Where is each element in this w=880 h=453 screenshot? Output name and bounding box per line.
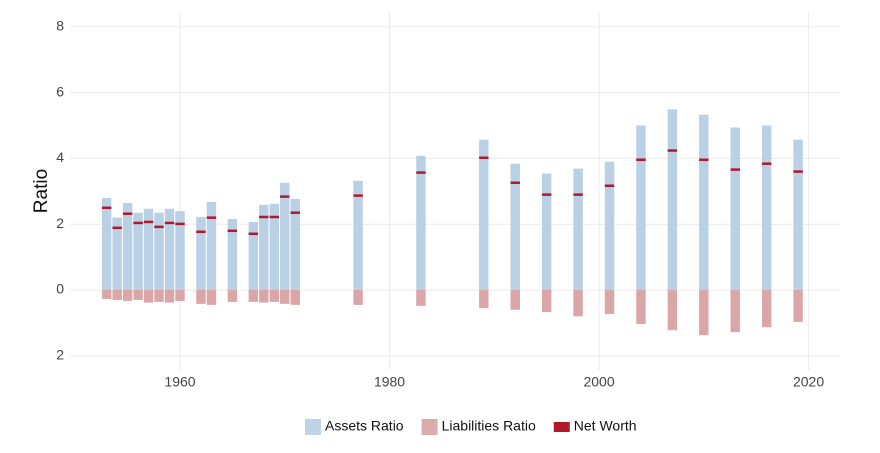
- x-tick-label: 2000: [583, 374, 614, 390]
- legend-label: Net Worth: [574, 418, 637, 434]
- bar: [196, 290, 206, 304]
- bar: [112, 290, 122, 300]
- y-tick-label: 6: [56, 83, 64, 99]
- bar: [248, 221, 259, 291]
- bar: [227, 290, 238, 302]
- bar: [353, 180, 363, 291]
- bar: [290, 290, 300, 305]
- bar: [143, 290, 154, 303]
- bar: [280, 290, 290, 304]
- bar: [699, 114, 709, 291]
- bar: [259, 204, 269, 291]
- bar: [133, 290, 143, 300]
- bar: [667, 290, 678, 331]
- bar: [122, 290, 133, 301]
- bar: [636, 125, 646, 291]
- y-tick-label: 8: [56, 18, 64, 34]
- bar: [280, 182, 290, 291]
- bar: [416, 155, 426, 291]
- bar: [699, 290, 709, 336]
- y-tick-label: 4: [56, 149, 64, 165]
- bar: [793, 139, 803, 291]
- bar: [604, 290, 615, 315]
- bar: [164, 208, 175, 291]
- bar: [510, 290, 520, 310]
- legend-key: [421, 419, 438, 435]
- x-tick-label: 1960: [164, 374, 195, 390]
- bar: [353, 290, 363, 305]
- bar: [416, 290, 426, 306]
- bar: [259, 290, 269, 303]
- bar: [154, 212, 164, 291]
- bar: [101, 290, 112, 299]
- y-axis-title: Ratio: [31, 169, 52, 213]
- bar: [206, 290, 217, 305]
- bar: [479, 290, 489, 309]
- bar: [479, 139, 489, 291]
- legend-key: [305, 419, 321, 435]
- legend-label: Liabilities Ratio: [442, 418, 536, 434]
- bar: [164, 290, 175, 303]
- bar: [604, 161, 615, 291]
- bar: [541, 290, 552, 313]
- bar: [761, 290, 772, 328]
- bar: [290, 198, 300, 291]
- bar: [269, 290, 279, 302]
- bar: [154, 290, 164, 302]
- bar: [122, 202, 133, 291]
- bar: [793, 290, 803, 322]
- bar: [269, 203, 279, 291]
- y-tick-label: 2: [56, 347, 64, 363]
- bar: [175, 290, 185, 301]
- bar: [573, 290, 583, 317]
- bar: [573, 168, 583, 291]
- y-tick-label: 0: [56, 281, 64, 297]
- bar: [227, 218, 238, 291]
- bar: [730, 127, 740, 291]
- bar: [761, 125, 772, 291]
- bar: [101, 197, 112, 291]
- bar: [541, 173, 552, 291]
- bar: [510, 163, 520, 291]
- y-tick-label: 2: [56, 215, 64, 231]
- bar: [196, 216, 206, 291]
- bar: [143, 208, 154, 291]
- bar: [206, 201, 217, 291]
- legend-label: Assets Ratio: [325, 418, 404, 434]
- bar: [248, 290, 259, 302]
- x-tick-label: 2020: [793, 374, 824, 390]
- legend-key: [553, 422, 570, 432]
- bar: [112, 217, 122, 291]
- bar: [636, 290, 646, 324]
- bar: [667, 109, 678, 291]
- bar: [133, 212, 143, 291]
- x-tick-label: 1980: [374, 374, 405, 390]
- bar: [175, 211, 185, 291]
- bar: [730, 290, 740, 333]
